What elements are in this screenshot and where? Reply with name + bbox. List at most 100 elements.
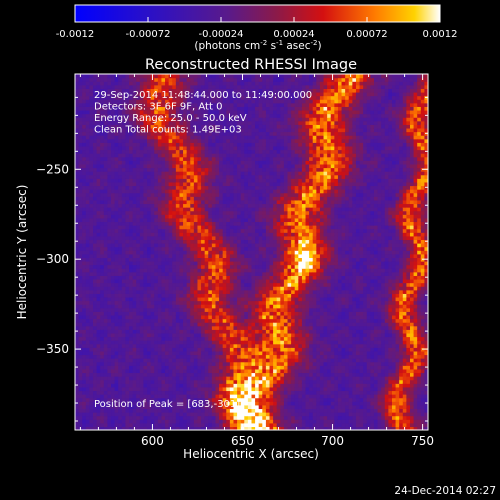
heatmap-cell <box>133 279 137 283</box>
heatmap-cell <box>179 193 183 197</box>
heatmap-cell <box>93 419 97 423</box>
heatmap-cell <box>147 164 151 168</box>
heatmap-cell <box>201 329 205 333</box>
heatmap-cell <box>241 319 245 323</box>
heatmap-cell <box>252 225 256 229</box>
heatmap-cell <box>226 380 230 384</box>
heatmap-cell <box>147 333 151 337</box>
heatmap-cell <box>122 239 126 243</box>
heatmap-cell <box>233 257 237 261</box>
heatmap-cell <box>79 279 83 283</box>
heatmap-cell <box>237 337 241 341</box>
heatmap-cell <box>223 167 227 171</box>
heatmap-cell <box>86 383 90 387</box>
heatmap-cell <box>118 308 122 312</box>
heatmap-cell <box>93 150 97 154</box>
heatmap-cell <box>136 175 140 179</box>
heatmap-cell <box>107 142 111 146</box>
heatmap-cell <box>215 193 219 197</box>
heatmap-cell <box>118 369 122 373</box>
heatmap-cell <box>97 196 101 200</box>
heatmap-cell <box>147 200 151 204</box>
heatmap-cell <box>82 319 86 323</box>
colorbar-tick-label: 0.0012 <box>423 29 458 40</box>
heatmap-cell <box>237 290 241 294</box>
heatmap-cell <box>133 211 137 215</box>
heatmap-cell <box>205 297 209 301</box>
heatmap-cell <box>187 221 191 225</box>
heatmap-cell <box>255 380 259 384</box>
heatmap-cell <box>244 128 248 132</box>
heatmap-cell <box>125 171 129 175</box>
heatmap-cell <box>104 394 108 398</box>
heatmap-cell <box>158 243 162 247</box>
heatmap-cell <box>140 304 144 308</box>
heatmap-cell <box>89 419 93 423</box>
heatmap-cell <box>161 308 165 312</box>
heatmap-cell <box>151 329 155 333</box>
heatmap-cell <box>79 243 83 247</box>
heatmap-cell <box>122 358 126 362</box>
heatmap-cell <box>190 304 194 308</box>
heatmap-cell <box>212 279 216 283</box>
heatmap-cell <box>252 164 256 168</box>
heatmap-cell <box>140 362 144 366</box>
heatmap-cell <box>205 160 209 164</box>
heatmap-cell <box>223 211 227 215</box>
heatmap-cell <box>82 275 86 279</box>
heatmap-cell <box>237 250 241 254</box>
heatmap-cell <box>161 196 165 200</box>
heatmap-cell <box>97 308 101 312</box>
heatmap-cell <box>118 301 122 305</box>
heatmap-cell <box>172 372 176 376</box>
heatmap-cell <box>201 326 205 330</box>
heatmap-cell <box>197 372 201 376</box>
heatmap-cell <box>97 387 101 391</box>
heatmap-cell <box>161 214 165 218</box>
heatmap-cell <box>215 340 219 344</box>
heatmap-cell <box>86 150 90 154</box>
heatmap-cell <box>197 182 201 186</box>
heatmap-cell <box>226 272 230 276</box>
heatmap-cell <box>75 372 79 376</box>
heatmap-cell <box>158 372 162 376</box>
heatmap-cell <box>129 351 133 355</box>
heatmap-cell <box>172 221 176 225</box>
heatmap-cell <box>79 351 83 355</box>
heatmap-cell <box>226 419 230 423</box>
heatmap-cell <box>212 416 216 420</box>
heatmap-cell <box>241 398 245 402</box>
heatmap-cell <box>187 185 191 189</box>
heatmap-cell <box>140 319 144 323</box>
heatmap-cell <box>161 272 165 276</box>
heatmap-cell <box>165 423 169 427</box>
heatmap-cell <box>86 311 90 315</box>
heatmap-cell <box>205 419 209 423</box>
heatmap-cell <box>136 376 140 380</box>
heatmap-cell <box>151 218 155 222</box>
heatmap-cell <box>140 214 144 218</box>
heatmap-cell <box>244 225 248 229</box>
heatmap-cell <box>136 416 140 420</box>
heatmap-cell <box>226 232 230 236</box>
heatmap-cell <box>107 268 111 272</box>
heatmap-cell <box>226 218 230 222</box>
heatmap-cell <box>111 383 115 387</box>
heatmap-cell <box>115 167 119 171</box>
heatmap-cell <box>89 196 93 200</box>
heatmap-cell <box>136 301 140 305</box>
heatmap-cell <box>125 236 129 240</box>
heatmap-cell <box>82 372 86 376</box>
heatmap-cell <box>223 189 227 193</box>
heatmap-cell <box>244 218 248 222</box>
heatmap-cell <box>111 304 115 308</box>
heatmap-cell <box>237 164 241 168</box>
heatmap-cell <box>212 160 216 164</box>
heatmap-cell <box>161 286 165 290</box>
heatmap-cell <box>219 171 223 175</box>
heatmap-cell <box>129 193 133 197</box>
heatmap-cell <box>100 229 104 233</box>
heatmap-cell <box>233 380 237 384</box>
heatmap-cell <box>75 344 79 348</box>
heatmap-cell <box>158 265 162 269</box>
